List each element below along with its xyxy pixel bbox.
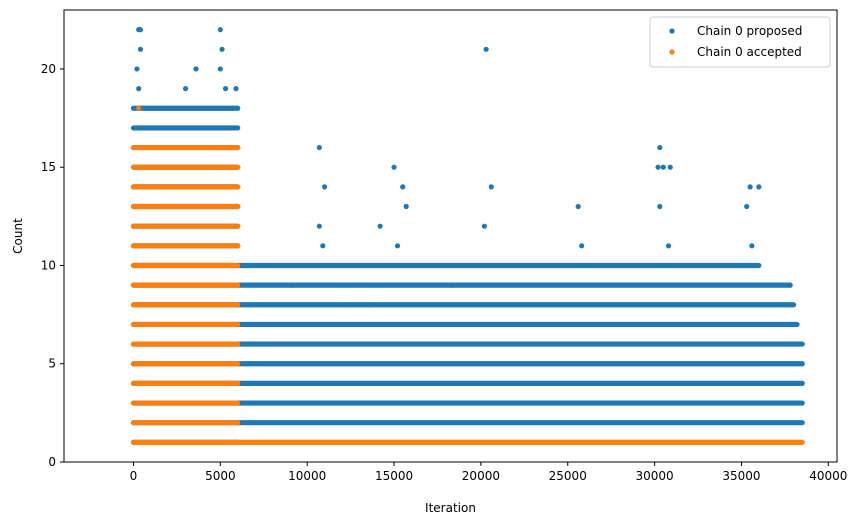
series-0-point-17	[488, 184, 494, 190]
series-0-point-31	[320, 243, 326, 249]
series-0-point-38	[367, 302, 373, 308]
series-0-point-3	[137, 46, 144, 52]
legend-label-proposed: Chain 0 proposed	[697, 24, 802, 38]
legend-marker-proposed	[669, 28, 675, 34]
series-0	[130, 27, 805, 445]
x-axis-ticks: 0 5000 10000 15000 20000 25000 30000 35000 40000	[130, 462, 847, 483]
series-0-point-22	[660, 164, 666, 170]
series-0-point-19	[756, 184, 762, 190]
series-0-point-1	[137, 27, 144, 33]
series-0-point-12	[233, 86, 239, 92]
series-0-point-18	[747, 184, 753, 190]
series-0-point-13	[316, 144, 322, 151]
x-tick-label-0: 0	[130, 469, 138, 483]
series-0-point-9	[136, 86, 142, 92]
series-0-point-43	[787, 282, 793, 288]
series-0-point-2	[217, 27, 223, 33]
y-tick-label-1: 5	[48, 357, 56, 371]
x-tick-label-6: 30000	[636, 469, 674, 483]
x-tick-label-3: 15000	[375, 469, 413, 483]
axes-frame	[63, 9, 838, 463]
y-tick-label-0: 0	[48, 455, 56, 469]
y-tick-label-3: 15	[41, 160, 56, 174]
legend: Chain 0 proposed Chain 0 accepted	[649, 16, 831, 68]
series-0-point-25	[575, 203, 581, 210]
series-0-point-34	[665, 243, 672, 249]
series-1-point-1	[233, 144, 239, 151]
series-0-point-11	[222, 86, 229, 92]
legend-label-accepted: Chain 0 accepted	[697, 45, 802, 59]
y-tick-label-4: 20	[41, 62, 56, 76]
series-0-point-37	[346, 302, 352, 308]
series-0-point-40	[544, 321, 550, 328]
series-1-point-0	[136, 105, 142, 111]
x-tick-label-8: 40000	[809, 469, 847, 483]
series-0-point-21	[655, 164, 661, 170]
series-0-point-15	[321, 184, 328, 190]
series-0-point-35	[749, 243, 755, 249]
series-0-point-42	[712, 321, 719, 328]
series-0-point-10	[182, 86, 189, 92]
series-0-point-39	[448, 282, 454, 288]
series-0-point-14	[657, 144, 663, 151]
y-axis-ticks: 0 5 10 15 20	[41, 62, 64, 469]
series-0-point-7	[193, 66, 199, 72]
series-0-point-29	[377, 223, 383, 229]
series-0-point-23	[667, 164, 673, 170]
series-0-point-32	[394, 243, 401, 249]
series-0-point-20	[391, 164, 397, 170]
x-tick-label-7: 35000	[722, 469, 760, 483]
x-tick-label-2: 10000	[288, 469, 326, 483]
series-0-point-8	[217, 66, 223, 72]
legend-marker-accepted	[669, 49, 675, 55]
x-tick-label-1: 5000	[205, 469, 236, 483]
series-0-point-28	[316, 223, 322, 229]
x-axis-label: Iteration	[425, 501, 476, 515]
series-0-point-27	[744, 203, 750, 210]
y-tick-label-2: 10	[41, 258, 56, 272]
series-0-point-5	[483, 46, 489, 52]
series-0-point-26	[657, 203, 663, 210]
chart-marks	[130, 27, 805, 445]
x-tick-label-4: 20000	[462, 469, 500, 483]
series-0-point-30	[481, 223, 487, 229]
series-0-point-16	[400, 184, 406, 190]
series-0-point-6	[134, 66, 140, 72]
series-1	[130, 105, 805, 445]
series-0-point-41	[625, 321, 632, 328]
series-0-point-24	[403, 203, 409, 210]
series-0-point-36	[288, 282, 295, 288]
legend-box	[649, 16, 831, 68]
y-axis-label: Count	[11, 218, 25, 254]
series-0-point-33	[579, 243, 585, 249]
series-0-point-4	[219, 46, 225, 52]
x-tick-label-5: 25000	[549, 469, 587, 483]
series-1-point-2	[221, 144, 227, 151]
